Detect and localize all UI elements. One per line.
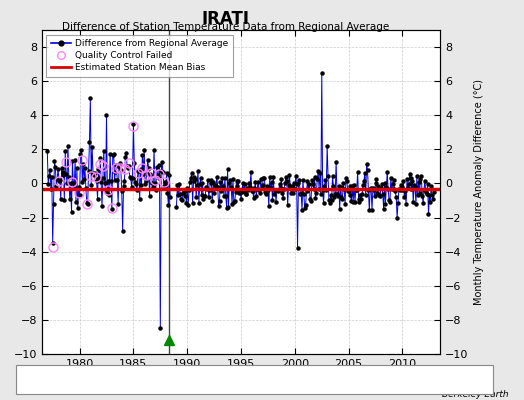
Text: Difference of Station Temperature Data from Regional Average: Difference of Station Temperature Data f… [62, 22, 389, 32]
Text: ■: ■ [378, 374, 387, 385]
Legend: Difference from Regional Average, Quality Control Failed, Estimated Station Mean: Difference from Regional Average, Qualit… [47, 34, 233, 77]
Text: Empirical Break: Empirical Break [391, 375, 457, 384]
Text: ▼: ▼ [248, 374, 255, 385]
Text: IRATI: IRATI [201, 10, 249, 28]
Text: Record Gap: Record Gap [150, 375, 199, 384]
Text: ◆: ◆ [30, 374, 38, 385]
Text: Station Move: Station Move [43, 375, 98, 384]
Y-axis label: Monthly Temperature Anomaly Difference (°C): Monthly Temperature Anomaly Difference (… [474, 79, 484, 305]
Text: Berkeley Earth: Berkeley Earth [442, 390, 508, 399]
Text: Time of Obs. Change: Time of Obs. Change [260, 375, 348, 384]
Text: ▲: ▲ [138, 374, 145, 385]
